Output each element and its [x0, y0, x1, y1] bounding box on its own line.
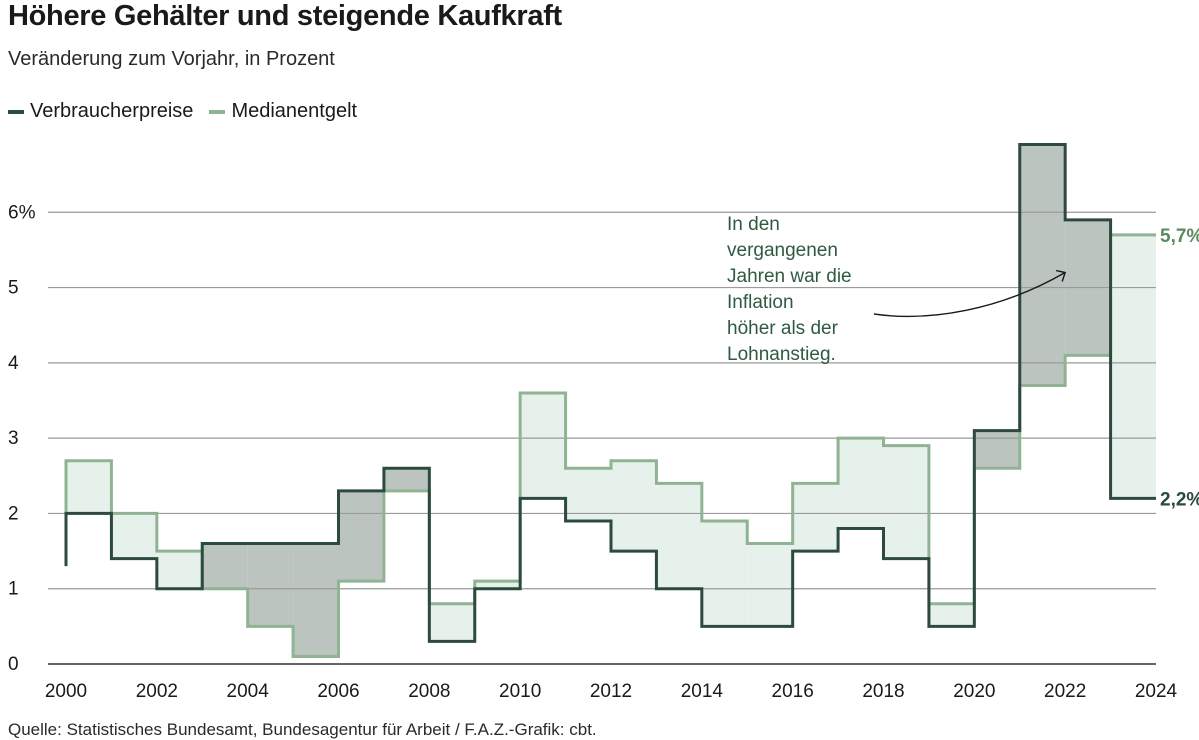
y-tick-label-4: 4	[8, 353, 19, 374]
y-tick-label-1: 1	[8, 579, 19, 600]
x-tick-label-2002: 2002	[136, 681, 178, 702]
legend-item-cpi: Verbraucherpreise	[8, 100, 193, 123]
annotation-line-6: Lohnanstieg.	[727, 344, 836, 365]
gap-area-2015	[747, 543, 793, 627]
x-tick-label-2022: 2022	[1044, 681, 1086, 702]
gap-area-2013	[656, 483, 702, 589]
x-tick-label-2020: 2020	[953, 681, 995, 702]
y-tick-label-5: 5	[8, 278, 19, 299]
difference-fill-layer	[66, 144, 1156, 657]
gap-area-2000	[66, 460, 112, 514]
x-tick-label-2000: 2000	[45, 681, 87, 702]
gap-area-2009	[474, 581, 521, 589]
annotation-line-1: In den	[727, 214, 780, 235]
gap-area-2020	[974, 430, 1020, 469]
legend-swatch-cpi	[8, 109, 24, 114]
source-note: Quelle: Statistisches Bundesamt, Bundesa…	[8, 720, 597, 739]
y-tick-label-2: 2	[8, 503, 19, 524]
legend-label-cpi: Verbraucherpreise	[30, 100, 194, 122]
legend-item-wage: Medianentgelt	[209, 100, 357, 123]
x-tick-label-2016: 2016	[772, 681, 814, 702]
end-labels: 5,7% 2,2%	[1160, 226, 1199, 511]
legend-label-wage: Medianentgelt	[231, 100, 358, 122]
gap-area-2002	[156, 551, 203, 589]
annotation-line-3: Jahren war die	[727, 266, 852, 287]
series-lines	[64, 143, 1156, 658]
gap-area-2003	[202, 543, 248, 589]
gap-area-2004	[247, 543, 294, 627]
x-tick-label-2006: 2006	[317, 681, 359, 702]
gap-area-2006	[338, 490, 384, 582]
gap-area-2017	[838, 438, 884, 529]
gap-area-2007	[383, 468, 430, 491]
annotation-line-2: vergangenen	[727, 240, 838, 261]
legend: Verbraucherpreise Medianentgelt	[8, 100, 373, 123]
gap-area-2014	[701, 520, 748, 627]
gap-area-2012	[611, 460, 657, 552]
legend-swatch-wage	[209, 109, 226, 114]
y-tick-label-0: 0	[8, 654, 19, 675]
end-label-cpi: 2,2%	[1160, 489, 1199, 510]
x-tick-label-2014: 2014	[681, 681, 724, 702]
annotation-arrow	[873, 271, 1066, 318]
end-label-wage: 5,7%	[1160, 226, 1199, 247]
gap-area-2005	[293, 543, 339, 657]
x-tick-label-2024: 2024	[1135, 681, 1178, 702]
series-line-verbraucherpreise	[64, 143, 1156, 643]
gap-area-2016	[792, 483, 839, 552]
x-axis-ticks: 2000 2002 2004 2006 2008 2010 2012 2014 2016 2018…	[45, 681, 1178, 702]
y-axis-ticks: 0 1 2 3 4 5 6%	[8, 202, 36, 675]
chart-subtitle: Veränderung zum Vorjahr, in Prozent	[8, 48, 335, 70]
annotation: In den vergangenen Jahren war die Inflation…	[727, 214, 1067, 365]
gap-area-2018	[883, 445, 929, 559]
gap-area-2011	[565, 468, 611, 521]
gap-area-2023	[1110, 234, 1156, 499]
x-tick-label-2012: 2012	[590, 681, 632, 702]
annotation-line-5: höher als der	[727, 318, 839, 339]
gap-area-2021	[1019, 144, 1066, 386]
gap-area-2008	[429, 603, 475, 642]
gridlines	[48, 211, 1156, 665]
x-tick-label-2018: 2018	[862, 681, 904, 702]
chart-title: Höhere Gehälter und steigende Kaufkraft	[8, 0, 562, 32]
gap-area-2019	[928, 603, 975, 627]
x-tick-label-2010: 2010	[499, 681, 541, 702]
y-tick-label-6: 6%	[8, 202, 36, 223]
gap-area-2010	[520, 392, 566, 499]
annotation-arrowhead	[1056, 269, 1067, 282]
y-tick-label-3: 3	[8, 428, 19, 449]
annotation-line-4: Inflation	[727, 292, 794, 313]
x-tick-label-2004: 2004	[227, 681, 270, 702]
x-tick-label-2008: 2008	[408, 681, 450, 702]
gap-area-2001	[111, 513, 157, 559]
